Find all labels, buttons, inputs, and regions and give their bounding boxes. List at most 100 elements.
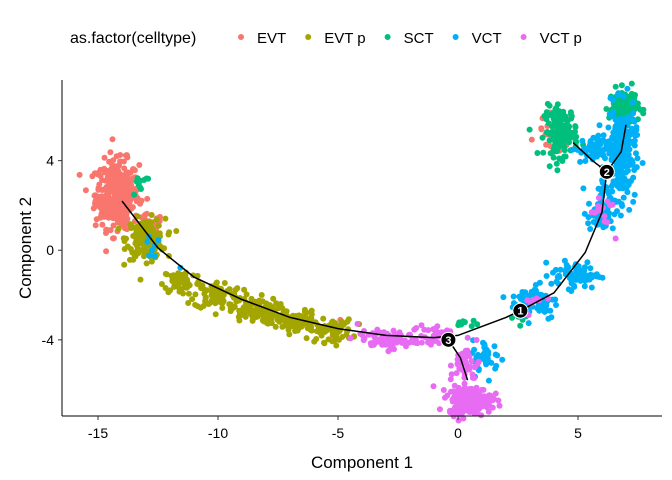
data-point: [628, 80, 635, 87]
data-point: [568, 134, 575, 141]
data-point: [148, 212, 155, 218]
data-point: [295, 325, 302, 332]
data-point: [121, 165, 128, 172]
data-point: [544, 129, 551, 135]
legend-item-vct: VCT: [452, 30, 502, 47]
series-sct: [131, 80, 647, 330]
data-point: [495, 397, 502, 404]
data-point: [432, 328, 439, 335]
legend-label: VCT: [472, 30, 502, 47]
data-point: [396, 335, 403, 342]
data-point: [481, 344, 488, 351]
data-point: [115, 216, 122, 223]
data-point: [82, 187, 89, 194]
data-point: [447, 362, 454, 369]
data-point: [258, 292, 265, 298]
data-point: [624, 85, 631, 92]
data-point: [367, 340, 374, 347]
data-point: [165, 231, 172, 238]
data-point: [614, 118, 620, 124]
data-point: [185, 300, 192, 306]
data-point: [130, 224, 136, 231]
data-point: [95, 169, 102, 176]
data-point: [553, 160, 560, 167]
legend-label: VCT p: [540, 30, 582, 47]
y-axis-title: Component 2: [16, 197, 35, 299]
data-point: [311, 338, 318, 345]
data-point: [590, 219, 597, 225]
data-point: [303, 335, 310, 342]
branch-point-2: 2: [598, 163, 615, 180]
data-point: [252, 309, 259, 316]
data-point: [409, 337, 416, 344]
data-point: [391, 346, 397, 353]
data-point: [201, 286, 208, 293]
data-point: [536, 279, 543, 286]
legend-swatch: [452, 34, 459, 40]
data-point: [101, 169, 108, 176]
data-point: [539, 134, 546, 141]
data-point: [517, 322, 524, 329]
data-point: [130, 233, 137, 239]
data-point: [586, 142, 593, 149]
data-point: [145, 226, 152, 233]
data-point: [552, 132, 559, 139]
data-point: [534, 150, 541, 156]
data-point: [556, 155, 563, 162]
data-point: [155, 222, 162, 229]
data-point: [101, 154, 108, 161]
data-point: [631, 191, 638, 198]
data-point: [596, 122, 603, 129]
data-point: [144, 195, 151, 202]
data-point: [380, 329, 387, 336]
legend-swatch: [238, 34, 244, 40]
data-point: [440, 387, 447, 393]
data-point: [76, 171, 83, 178]
data-point: [162, 285, 169, 291]
data-point: [162, 215, 169, 222]
data-point: [631, 118, 638, 125]
data-point: [595, 194, 602, 201]
axes: [61, 80, 662, 417]
data-point: [110, 200, 117, 206]
data-point: [595, 185, 602, 192]
data-point: [609, 134, 616, 141]
data-point: [344, 318, 351, 325]
data-point: [124, 154, 131, 161]
data-point: [496, 402, 503, 409]
data-point: [277, 301, 284, 307]
data-point: [241, 286, 248, 293]
data-point: [413, 325, 420, 331]
data-point: [491, 343, 498, 350]
data-point: [568, 288, 575, 294]
data-point: [619, 203, 626, 209]
data-point: [604, 188, 611, 194]
data-point: [170, 272, 177, 279]
data-point: [143, 260, 150, 267]
data-point: [119, 222, 126, 229]
data-point: [163, 271, 170, 278]
data-point: [572, 123, 579, 130]
data-point: [492, 365, 499, 372]
data-point: [480, 386, 487, 393]
data-point: [587, 138, 594, 144]
data-point: [553, 110, 560, 117]
data-point: [126, 188, 133, 194]
data-point: [145, 175, 152, 182]
data-point: [436, 406, 443, 413]
data-point: [180, 290, 186, 297]
legend-item-sct: SCT: [384, 30, 434, 47]
data-point: [517, 296, 524, 302]
data-point: [117, 189, 124, 196]
data-point: [189, 296, 196, 303]
data-point: [91, 192, 98, 199]
data-point: [110, 166, 116, 173]
data-point: [453, 370, 460, 377]
branch-label: 2: [604, 167, 610, 179]
data-point: [462, 396, 469, 403]
legend-item-evt-p: EVT p: [305, 30, 366, 47]
data-point: [577, 158, 584, 165]
data-point: [155, 237, 162, 244]
data-point: [600, 132, 607, 139]
data-point: [612, 83, 619, 90]
